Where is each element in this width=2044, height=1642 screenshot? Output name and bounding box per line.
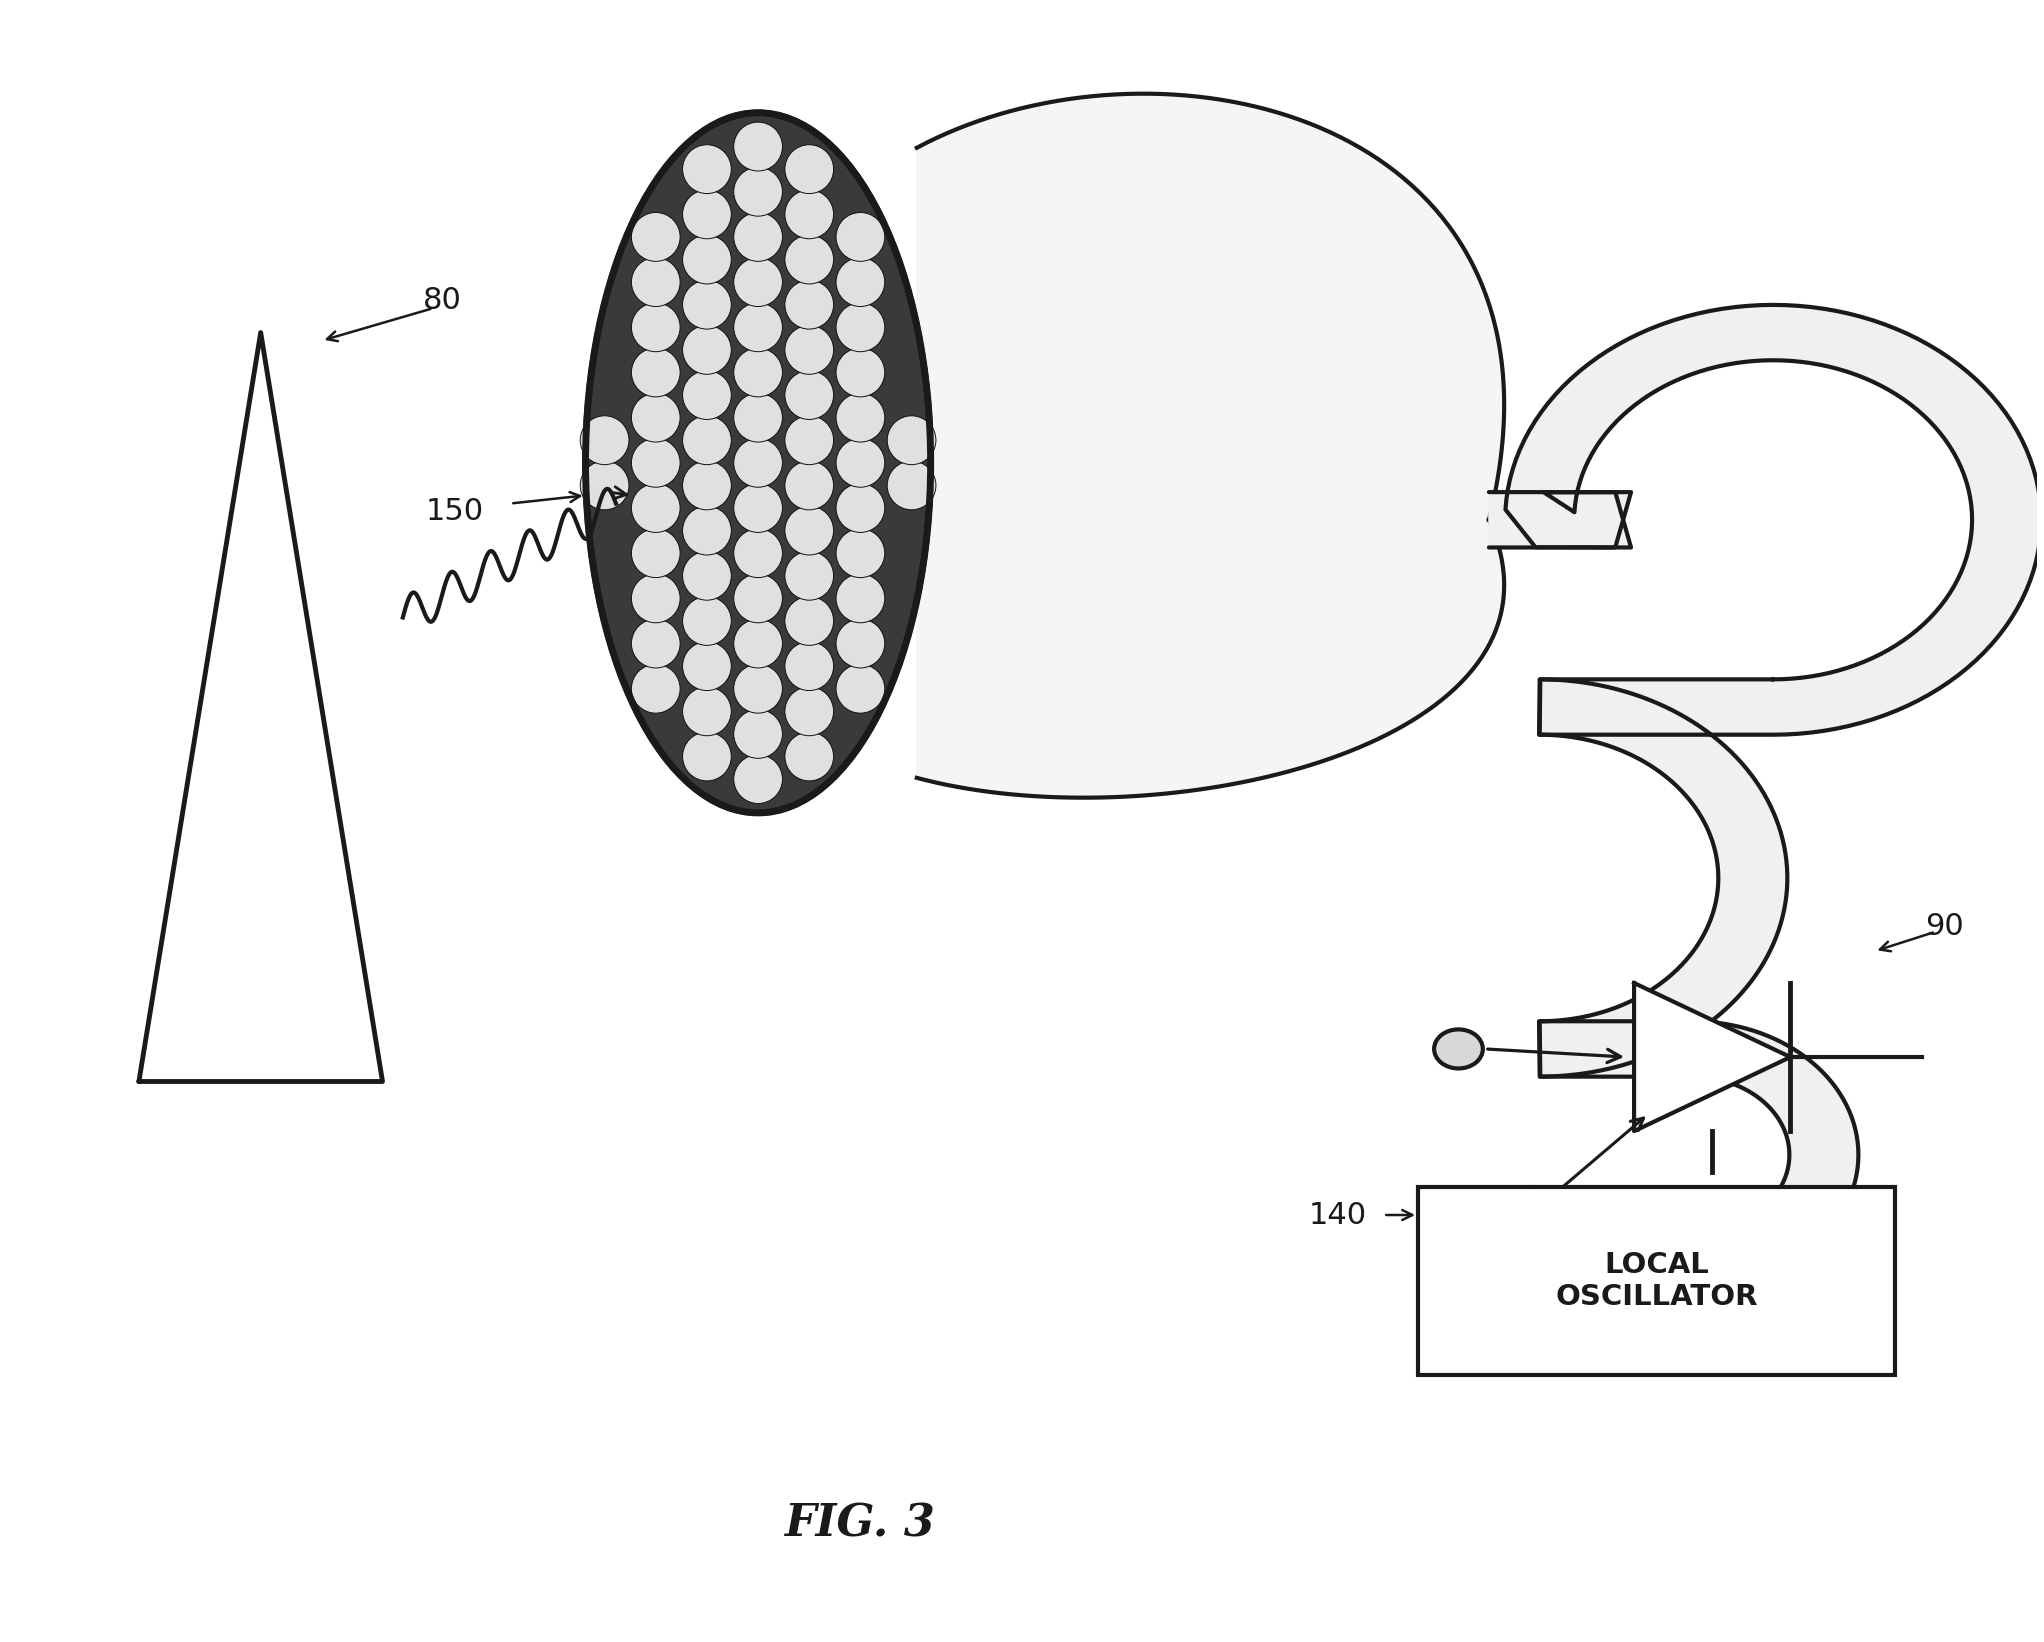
Ellipse shape (683, 325, 732, 374)
Ellipse shape (887, 415, 936, 465)
Ellipse shape (785, 281, 834, 328)
Ellipse shape (836, 348, 885, 397)
Ellipse shape (836, 529, 885, 578)
Ellipse shape (734, 755, 783, 803)
Ellipse shape (836, 619, 885, 668)
Ellipse shape (785, 415, 834, 465)
Ellipse shape (585, 113, 930, 813)
Ellipse shape (785, 506, 834, 555)
Text: 150: 150 (425, 498, 484, 525)
Ellipse shape (734, 122, 783, 171)
Ellipse shape (632, 302, 681, 351)
Ellipse shape (683, 144, 732, 194)
Ellipse shape (734, 709, 783, 759)
Ellipse shape (683, 552, 732, 601)
Ellipse shape (683, 506, 732, 555)
Ellipse shape (785, 144, 834, 194)
Ellipse shape (683, 732, 732, 782)
Ellipse shape (785, 190, 834, 238)
Ellipse shape (836, 484, 885, 532)
Ellipse shape (887, 461, 936, 509)
Ellipse shape (734, 665, 783, 713)
Ellipse shape (836, 212, 885, 261)
Ellipse shape (836, 575, 885, 622)
Ellipse shape (632, 438, 681, 488)
Ellipse shape (683, 190, 732, 238)
Ellipse shape (632, 258, 681, 307)
Text: 90: 90 (1925, 913, 1964, 941)
Polygon shape (918, 94, 1504, 798)
Ellipse shape (632, 348, 681, 397)
Ellipse shape (734, 392, 783, 442)
Ellipse shape (734, 529, 783, 578)
Ellipse shape (785, 642, 834, 691)
Ellipse shape (836, 258, 885, 307)
Ellipse shape (683, 686, 732, 736)
Ellipse shape (785, 732, 834, 782)
Ellipse shape (734, 167, 783, 217)
Ellipse shape (785, 371, 834, 419)
Ellipse shape (836, 392, 885, 442)
Text: 140: 140 (1308, 1200, 1367, 1230)
Ellipse shape (734, 484, 783, 532)
Ellipse shape (836, 665, 885, 713)
Ellipse shape (836, 302, 885, 351)
Ellipse shape (785, 686, 834, 736)
Polygon shape (1488, 305, 2042, 1287)
Ellipse shape (734, 575, 783, 622)
Text: FIG. 3: FIG. 3 (785, 1502, 934, 1545)
Ellipse shape (785, 325, 834, 374)
Ellipse shape (734, 258, 783, 307)
Ellipse shape (683, 461, 732, 509)
Ellipse shape (580, 415, 630, 465)
Ellipse shape (734, 302, 783, 351)
Ellipse shape (580, 461, 630, 509)
Ellipse shape (683, 642, 732, 691)
Ellipse shape (734, 438, 783, 488)
Ellipse shape (632, 529, 681, 578)
Text: LOCAL
OSCILLATOR: LOCAL OSCILLATOR (1555, 1251, 1758, 1312)
FancyBboxPatch shape (1419, 1187, 1895, 1374)
Ellipse shape (632, 392, 681, 442)
Ellipse shape (785, 596, 834, 645)
Ellipse shape (683, 371, 732, 419)
Ellipse shape (734, 212, 783, 261)
Ellipse shape (632, 484, 681, 532)
Ellipse shape (734, 619, 783, 668)
Ellipse shape (683, 235, 732, 284)
Ellipse shape (683, 596, 732, 645)
Ellipse shape (683, 415, 732, 465)
Ellipse shape (734, 348, 783, 397)
Ellipse shape (632, 665, 681, 713)
Polygon shape (1633, 984, 1791, 1131)
Ellipse shape (632, 619, 681, 668)
Ellipse shape (632, 212, 681, 261)
Text: 80: 80 (423, 286, 462, 315)
Ellipse shape (836, 438, 885, 488)
Circle shape (1435, 1030, 1482, 1069)
Ellipse shape (785, 461, 834, 509)
Ellipse shape (632, 575, 681, 622)
Ellipse shape (683, 281, 732, 328)
Ellipse shape (785, 552, 834, 601)
Ellipse shape (785, 235, 834, 284)
